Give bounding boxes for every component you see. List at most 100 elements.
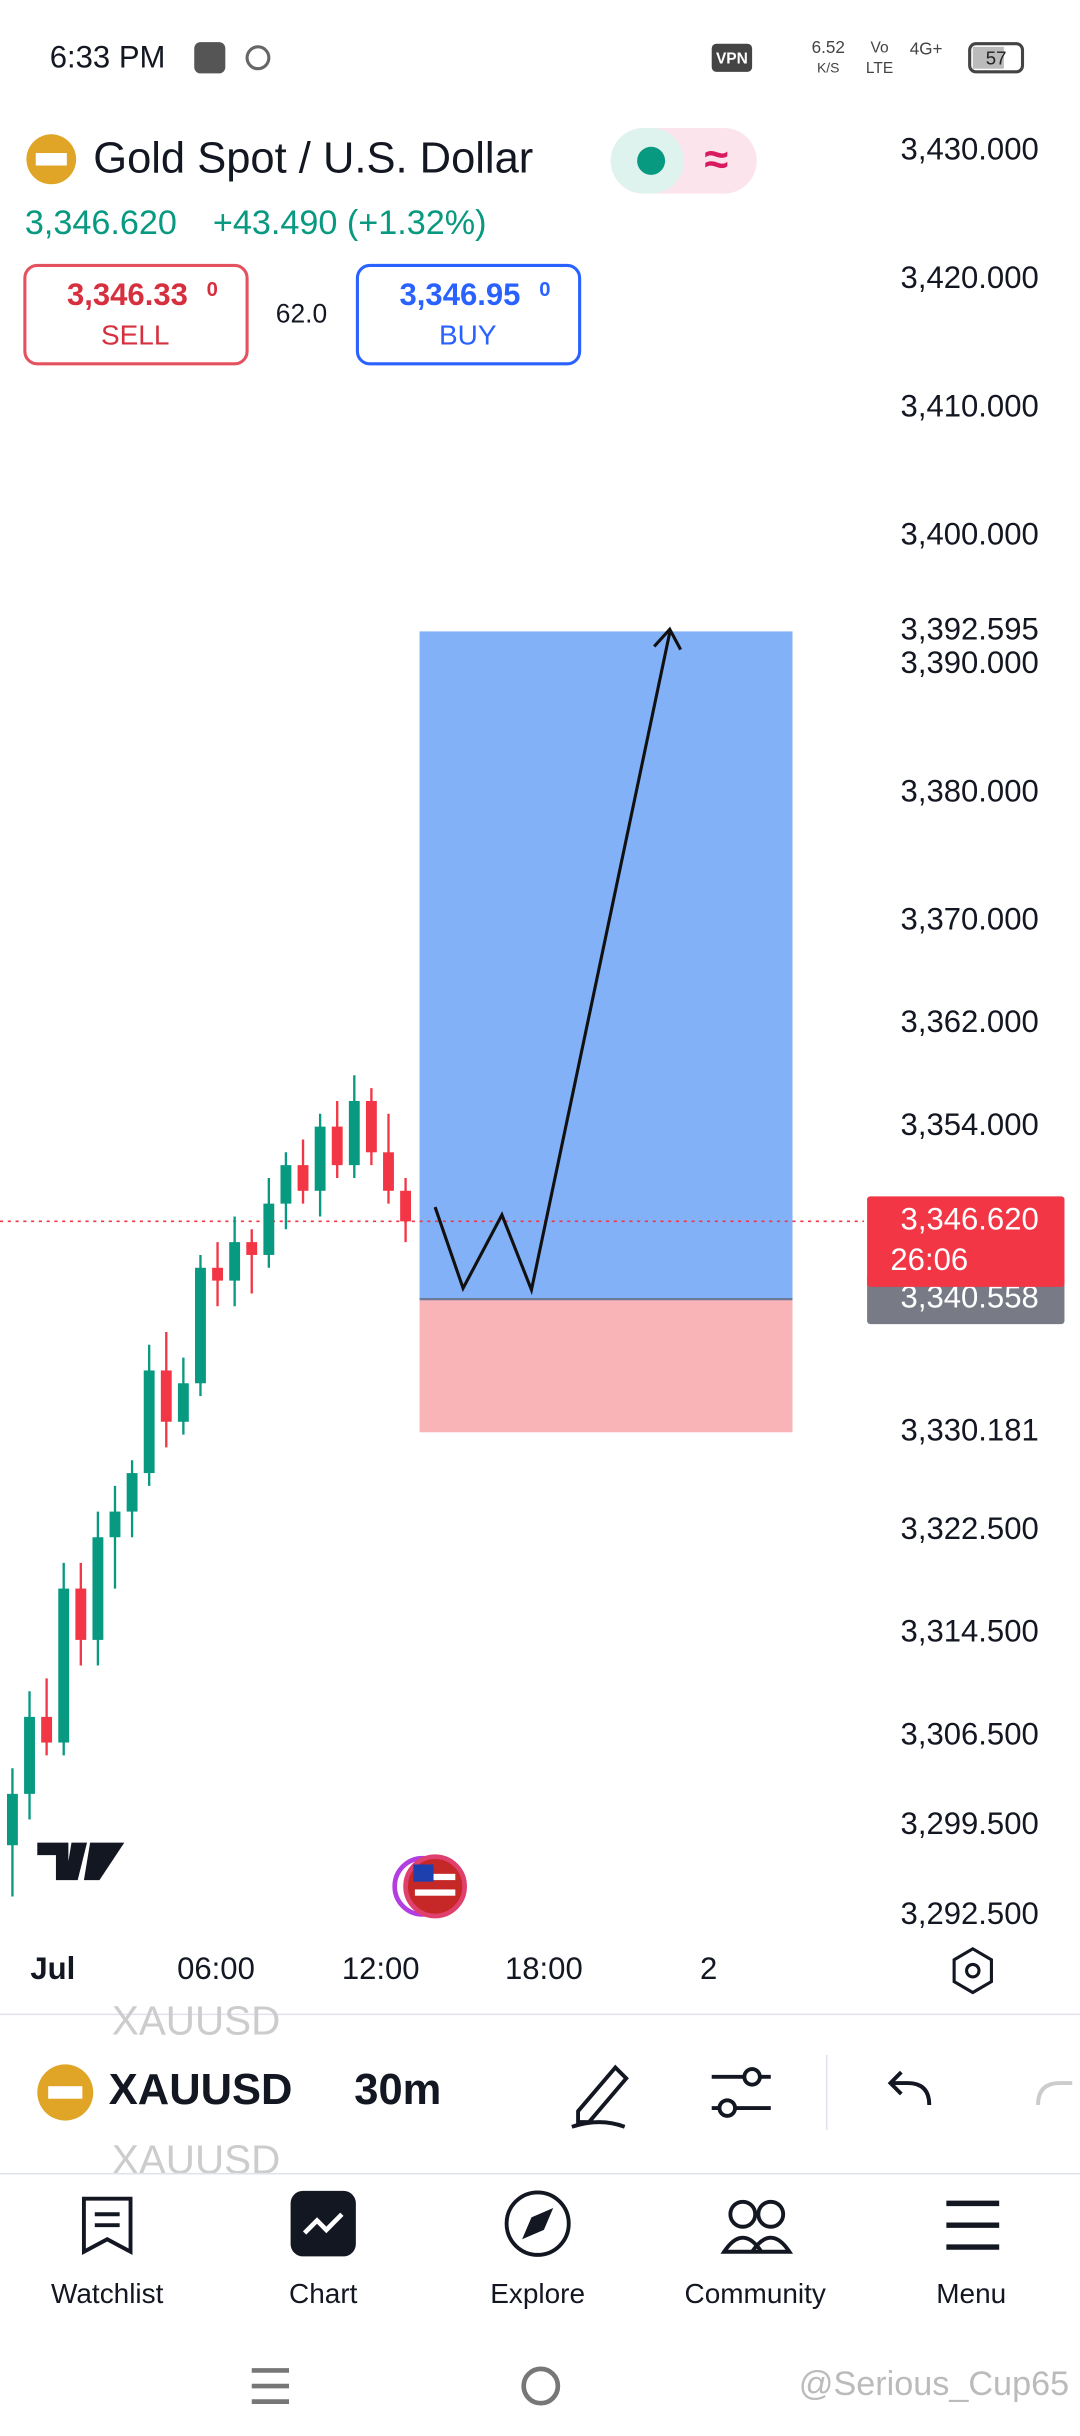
settings-icon (245, 45, 271, 71)
buy-pip: 0 (539, 279, 550, 301)
symbol-ghost: XAUUSD (112, 1997, 280, 2043)
x-tick-label: 2 (700, 1951, 717, 1986)
candle-body (314, 1126, 326, 1191)
candle-body (229, 1242, 241, 1281)
y-tick-label: 3,370.000 (901, 902, 1039, 937)
countdown: 26:06 (890, 1242, 968, 1277)
sell-pip: 0 (207, 279, 218, 301)
redo[interactable] (1036, 2081, 1073, 2106)
candle-body (58, 1588, 70, 1743)
y-tick-label: 3,299.500 (901, 1806, 1039, 1841)
change: +43.490 (+1.32%) (213, 204, 487, 242)
community-icon-body (720, 2235, 794, 2254)
nav-label[interactable]: Chart (289, 2278, 358, 2309)
x-tick-label: 18:00 (505, 1951, 583, 1986)
watermark: @Serious_Cup65 (799, 2365, 1069, 2403)
candle-body (348, 1100, 360, 1166)
chart: 3,430.000 3,420.000 3,410.000 3,400.000 3,39… (0, 132, 1065, 1931)
candle-body (41, 1716, 53, 1743)
volte-bottom: LTE (866, 60, 893, 77)
symbol-title: Gold Spot / U.S. Dollar (93, 134, 533, 182)
watchlist-icon[interactable] (81, 2196, 133, 2255)
flag-canton (413, 1864, 434, 1882)
menu-icon[interactable] (946, 2200, 1000, 2250)
candle-body (109, 1511, 121, 1538)
price-tag (867, 1196, 1065, 1287)
slider-knob (717, 2098, 737, 2118)
x-axis: Jul 06:00 12:00 18:00 2 (30, 1951, 717, 1986)
y-tick-label: 3,354.000 (901, 1107, 1039, 1142)
sys-home[interactable] (521, 2366, 561, 2406)
undo[interactable] (887, 2070, 932, 2106)
price-tag-label: 3,346.620 (901, 1202, 1039, 1237)
bottom-nav: Watchlist Chart Explore Community Menu (51, 2278, 1006, 2309)
vpn-badge (711, 43, 753, 72)
y-tick-label: 3,306.500 (901, 1716, 1039, 1751)
flag-stripe (414, 1889, 456, 1896)
battery-frame (968, 42, 1025, 74)
nav-label[interactable]: Community (685, 2278, 826, 2309)
x-tick-label: 06:00 (177, 1951, 255, 1986)
candle-body (195, 1267, 206, 1384)
candle-body (177, 1383, 189, 1422)
y-tick-label: 3,390.000 (901, 645, 1039, 680)
fb-icon (194, 42, 226, 74)
status-time: 6:33 PM (50, 40, 166, 75)
x-tick-label: Jul (30, 1951, 75, 1986)
network: 4G+ (910, 38, 943, 58)
y-tick-label: 3,430.000 (901, 132, 1039, 167)
volte-top: Vo (870, 39, 888, 56)
nav-label[interactable]: Menu (936, 2278, 1006, 2309)
settings-hex-dot (965, 1962, 981, 1979)
candle-body (92, 1537, 104, 1640)
target-zone (419, 631, 793, 1300)
y-tick-label: 3,400.000 (901, 517, 1039, 552)
spread: 62.0 (276, 298, 327, 328)
nav-label[interactable]: Explore (490, 2278, 585, 2309)
interval[interactable]: 30m (354, 2066, 441, 2114)
sell-button[interactable] (23, 263, 249, 366)
candle-body (400, 1190, 412, 1222)
buy-button[interactable] (355, 263, 582, 366)
candle-body (246, 1242, 258, 1255)
sys-recent[interactable] (251, 2368, 290, 2404)
gold-bar (35, 153, 67, 166)
toolbar-symbol[interactable]: XAUUSD (109, 2066, 293, 2114)
candle-body (75, 1588, 87, 1640)
y-tick-label: 3,380.000 (901, 773, 1039, 808)
drawn-arrow (433, 626, 683, 1296)
vpn: VPN (716, 50, 748, 67)
explore-icon[interactable] (504, 2190, 571, 2257)
draw-tool[interactable] (571, 2064, 629, 2129)
candle-body (6, 1793, 18, 1846)
community-icon[interactable] (728, 2199, 758, 2229)
settings-hex[interactable] (952, 1946, 993, 1995)
candle-body (126, 1473, 138, 1512)
flag-stripe (414, 1873, 456, 1881)
candle-body (160, 1370, 172, 1422)
candle-body (383, 1152, 394, 1191)
candle-body (24, 1716, 35, 1794)
symbol-ghost: XAUUSD (112, 2136, 280, 2182)
nav-label[interactable]: Watchlist (51, 2278, 164, 2309)
y-tick-label: 3,410.000 (901, 388, 1039, 423)
slider-knob (742, 2067, 762, 2087)
sell-label: SELL (101, 320, 169, 351)
y-tick-label: 3,420.000 (901, 260, 1039, 295)
y-tick-label: 3,292.500 (901, 1896, 1039, 1931)
last-price: 3,346.620 (25, 204, 177, 242)
x-tick-label: 12:00 (342, 1951, 420, 1986)
buy-label: BUY (439, 320, 497, 351)
candle-body (297, 1165, 309, 1191)
indicator-icon: ≈ (704, 136, 728, 184)
compass-needle (522, 2208, 554, 2240)
speed: 6.52 (812, 37, 845, 57)
community-icon (756, 2199, 786, 2229)
speed-unit: K/S (817, 59, 840, 75)
candle-body (143, 1370, 155, 1474)
candle-body (280, 1165, 292, 1204)
y-tick-label: 3,314.500 (901, 1614, 1039, 1649)
candle-body (263, 1203, 275, 1255)
price-tag-label: 3,392.595 (901, 612, 1039, 647)
